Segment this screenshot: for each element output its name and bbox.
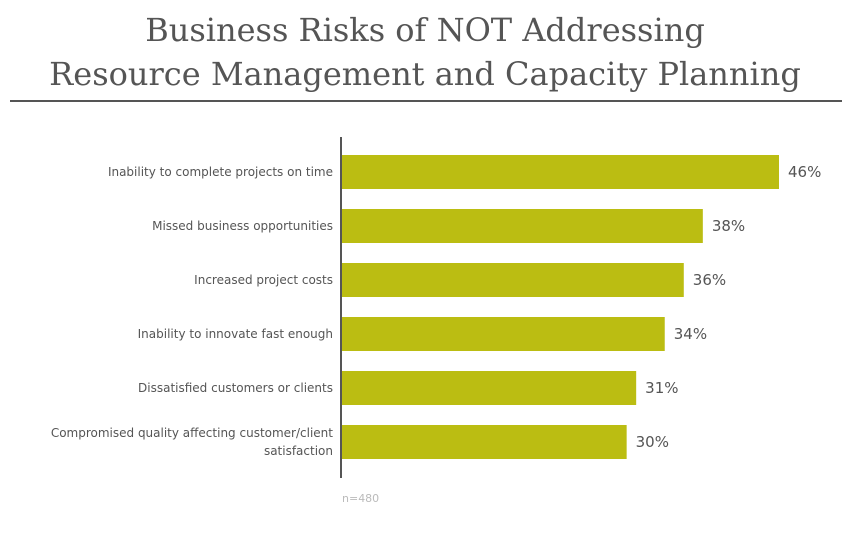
- category-label: Increased project costs: [194, 273, 333, 287]
- data-label: 36%: [693, 271, 726, 289]
- data-label: 34%: [674, 325, 707, 343]
- sample-size-note: n=480: [342, 492, 380, 505]
- category-label: Inability to innovate fast enough: [138, 327, 333, 341]
- category-label: Compromised quality affecting customer/c…: [51, 426, 333, 458]
- category-label: Inability to complete projects on time: [108, 165, 333, 179]
- title-divider: [10, 100, 842, 102]
- chart-title-line-2: Resource Management and Capacity Plannin…: [49, 55, 801, 93]
- bar: [341, 425, 627, 459]
- bar: [341, 371, 637, 405]
- bar: [341, 209, 703, 243]
- bar: [341, 155, 779, 189]
- chart-title-line-1: Business Risks of NOT Addressing: [145, 11, 705, 49]
- data-label: 31%: [645, 379, 678, 397]
- chart-title: Business Risks of NOT Addressing Resourc…: [0, 8, 850, 96]
- category-label: Dissatisfied customers or clients: [138, 381, 333, 395]
- data-label: 46%: [788, 163, 821, 181]
- data-label: 30%: [636, 433, 669, 451]
- category-label: Missed business opportunities: [152, 219, 333, 233]
- data-label: 38%: [712, 217, 745, 235]
- bar: [341, 263, 684, 297]
- bar: [341, 317, 665, 351]
